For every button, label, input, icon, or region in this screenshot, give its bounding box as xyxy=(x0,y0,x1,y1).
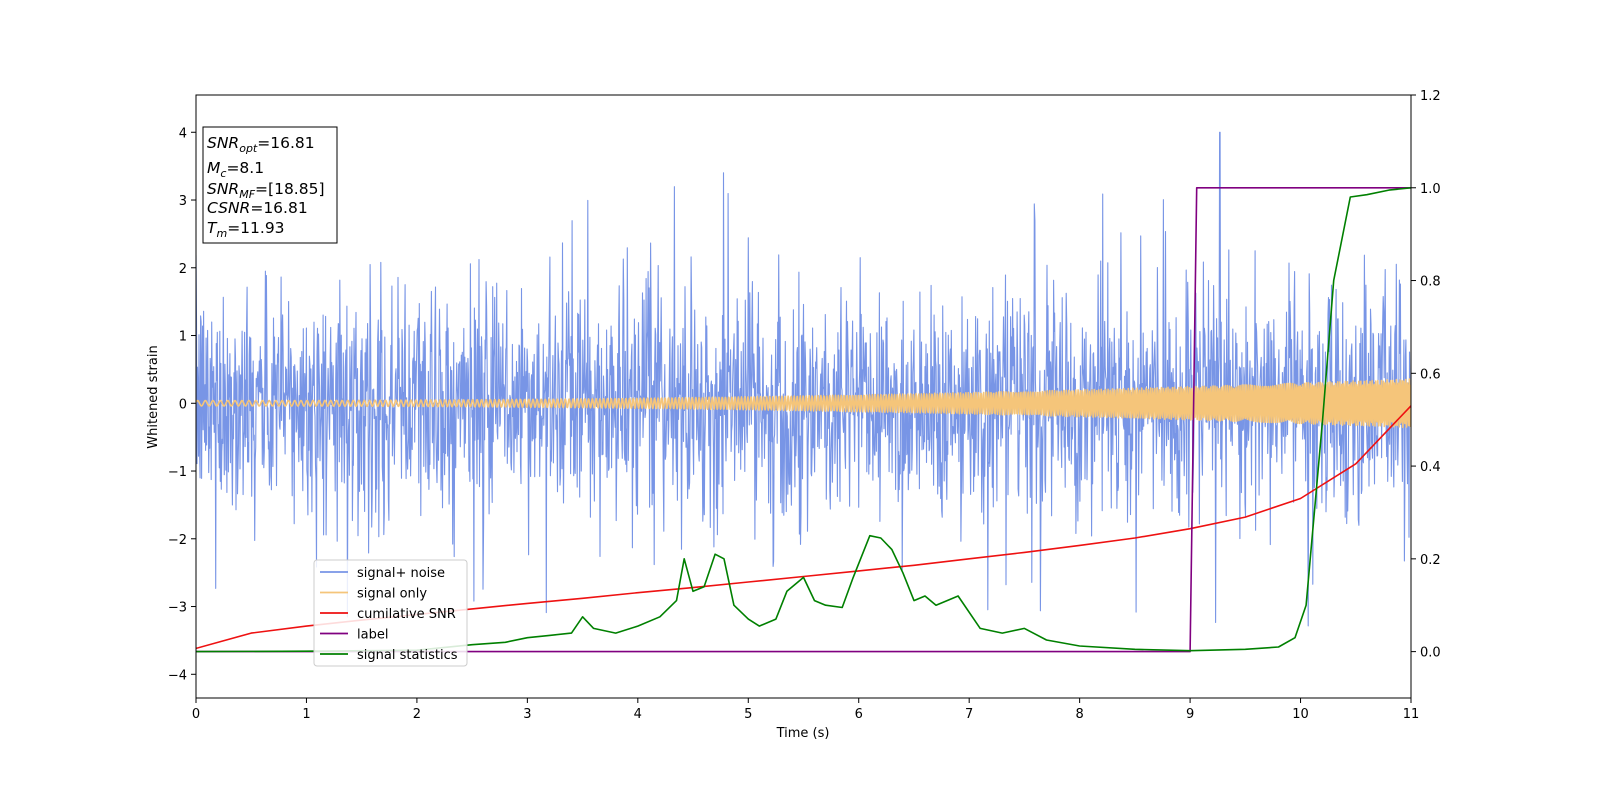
x-axis-label: Time (s) xyxy=(776,726,830,741)
legend-frame xyxy=(313,559,468,667)
series-line-4 xyxy=(196,187,1411,653)
x-tick-label: 10 xyxy=(1292,707,1309,722)
y-right-tick-label: 1.0 xyxy=(1420,182,1441,197)
legend-entry: signal only xyxy=(357,587,427,602)
annotation-line: CSNR=16.81 xyxy=(207,199,308,217)
x-tick-label: 7 xyxy=(965,707,973,722)
legend-entry: signal statistics xyxy=(357,648,458,663)
annotation-line: Tm=11.93 xyxy=(207,219,285,240)
y-left-tick-label: 3 xyxy=(179,194,187,209)
y-left-tick-label: 1 xyxy=(179,330,187,345)
annotation-line: SNRopt=16.81 xyxy=(207,134,315,155)
x-tick-label: 2 xyxy=(413,707,421,722)
axis-ticks: 0 1 2 3 4 5 6 7 8 9 10 11 −4 −3 −2 −1 0 1 2 3 4 0.0 0.2 0.4 0.6 0… xyxy=(168,89,1441,722)
y-left-tick-label: −1 xyxy=(168,465,187,480)
series-line-3 xyxy=(196,187,1411,653)
x-tick-label: 8 xyxy=(1075,707,1083,722)
y-right-tick-label: 0.6 xyxy=(1420,367,1441,382)
series-line-0 xyxy=(196,131,1411,627)
x-tick-label: 3 xyxy=(523,707,531,722)
y-left-tick-label: −2 xyxy=(168,533,187,548)
legend-entry: label xyxy=(357,628,388,643)
x-tick-label: 4 xyxy=(634,707,642,722)
x-tick-label: 9 xyxy=(1186,707,1194,722)
y-right-tick-label: 0.4 xyxy=(1420,460,1441,475)
x-tick-label: 0 xyxy=(192,707,200,722)
y-right-tick-label: 0.2 xyxy=(1420,553,1441,568)
legend: signal+ noise signal only cumilative SNR la… xyxy=(313,559,468,667)
annotation-line: SNRMF=[18.85] xyxy=(207,180,325,201)
legend-entry: signal+ noise xyxy=(357,566,445,581)
y-left-tick-label: 0 xyxy=(179,397,187,412)
y-left-tick-label: 2 xyxy=(179,262,187,277)
plot-frame xyxy=(195,94,1412,699)
y-left-tick-label: 4 xyxy=(179,126,187,141)
x-tick-label: 1 xyxy=(302,707,310,722)
series-line-1 xyxy=(196,378,1411,429)
y-left-tick-label: −3 xyxy=(168,601,187,616)
annotation-line: Mc=8.1 xyxy=(207,159,264,180)
y-left-tick-label: −4 xyxy=(168,668,187,683)
y-right-tick-label: 1.2 xyxy=(1420,89,1441,104)
annotation-box: SNRopt=16.81 Mc=8.1SNRMF=[18.85]CSNR=16.8… xyxy=(202,126,338,244)
x-tick-label: 5 xyxy=(744,707,752,722)
legend-entry: cumilative SNR xyxy=(357,607,456,622)
y-axis-label: Whitened strain xyxy=(146,345,161,448)
y-right-tick-label: 0.0 xyxy=(1420,646,1441,661)
annotation-frame xyxy=(202,126,338,244)
y-right-tick-label: 0.8 xyxy=(1420,275,1441,290)
x-tick-label: 6 xyxy=(855,707,863,722)
x-tick-label: 11 xyxy=(1403,707,1420,722)
